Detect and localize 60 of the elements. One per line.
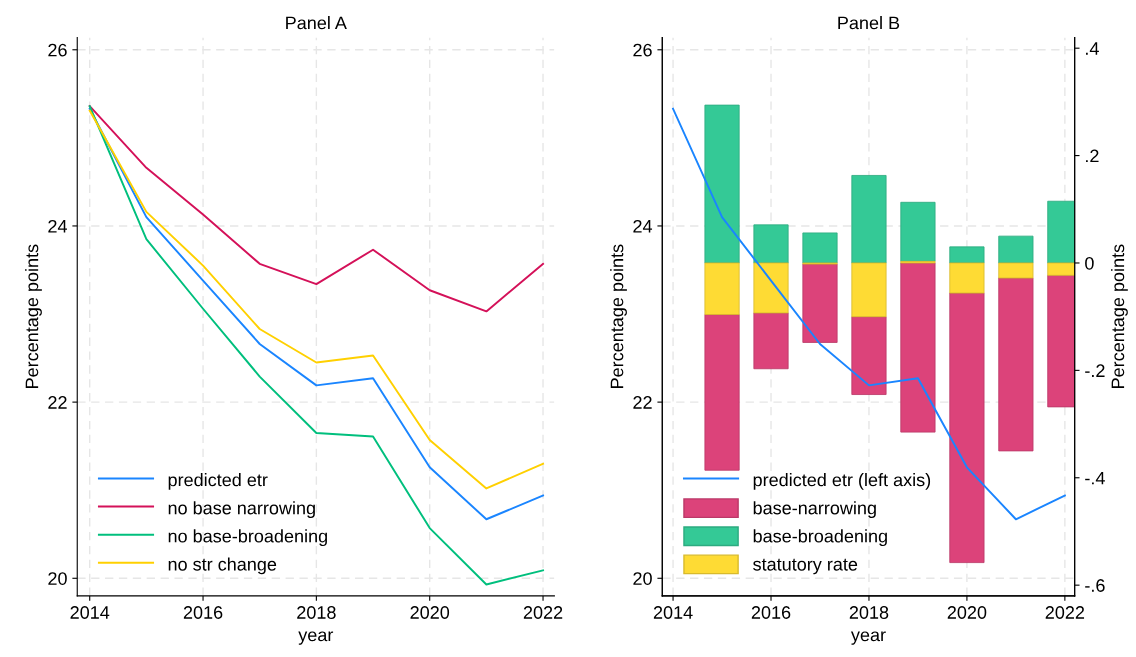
- y2-tick-label: -.6: [1085, 579, 1105, 592]
- y-tick-label: 24: [48, 219, 67, 233]
- bar: [851, 316, 887, 395]
- y-axis-title: Percentage points: [610, 244, 627, 388]
- x-tick-label: 2014: [70, 606, 110, 619]
- line-series: [672, 107, 1066, 521]
- bar: [753, 262, 789, 314]
- y2-tick-label: .4: [1086, 42, 1099, 55]
- bar: [998, 235, 1034, 264]
- bar: [851, 262, 887, 318]
- line-series: [88, 105, 544, 313]
- x-axis-title: year: [850, 631, 886, 645]
- y-tick-label: 26: [633, 43, 652, 57]
- bar: [900, 262, 936, 433]
- bar: [753, 224, 789, 264]
- bar: [802, 263, 838, 343]
- y-tick-label: 24: [633, 219, 653, 233]
- y2-tick-label: 0: [1085, 256, 1094, 270]
- y2-axis-title: Percentage points: [1111, 244, 1128, 388]
- legend-label: no str change: [168, 557, 277, 575]
- x-tick-label: 2016: [751, 606, 791, 619]
- y2-tick-label: -.4: [1085, 471, 1105, 485]
- legend-label: no base narrowing: [168, 501, 315, 518]
- bar: [851, 175, 887, 264]
- y-tick-label: 22: [633, 396, 652, 409]
- legend-label: predicted etr (left axis): [753, 473, 931, 490]
- x-tick-label: 2022: [1045, 606, 1085, 619]
- y-tick-label: 26: [48, 43, 67, 57]
- y2-tick-label: .2: [1086, 149, 1099, 163]
- x-tick-label: 2020: [947, 606, 987, 619]
- bar: [998, 262, 1034, 279]
- bar: [704, 104, 740, 264]
- bar: [704, 314, 740, 471]
- x-tick-label: 2020: [410, 606, 450, 619]
- legend-label: no base-broadening: [168, 529, 327, 547]
- y-tick-label: 22: [48, 396, 67, 409]
- x-tick-label: 2018: [849, 606, 889, 619]
- bar: [753, 312, 789, 370]
- x-tick-label: 2018: [297, 606, 336, 619]
- x-axis-title: year: [298, 631, 334, 645]
- chart-title: Panel B: [838, 16, 900, 30]
- bar: [802, 232, 838, 264]
- legend-label: predicted etr: [168, 473, 268, 490]
- bar: [704, 262, 740, 315]
- x-tick-label: 2014: [653, 606, 693, 619]
- bar: [900, 201, 936, 262]
- y-tick-label: 20: [633, 572, 652, 585]
- chart-title: Panel A: [286, 16, 347, 30]
- legend-label: base-broadening: [753, 529, 887, 547]
- bar: [949, 262, 985, 294]
- legend-label: base-narrowing: [753, 501, 876, 518]
- legend-label: statutory rate: [753, 558, 858, 575]
- y2-tick-label: -.2: [1085, 364, 1105, 377]
- x-tick-label: 2016: [183, 606, 223, 619]
- bar: [949, 246, 985, 264]
- bar: [949, 292, 985, 564]
- x-tick-label: 2022: [523, 606, 563, 619]
- bar: [998, 277, 1034, 452]
- y-tick-label: 20: [48, 572, 67, 585]
- y-axis-title: Percentage points: [25, 244, 42, 388]
